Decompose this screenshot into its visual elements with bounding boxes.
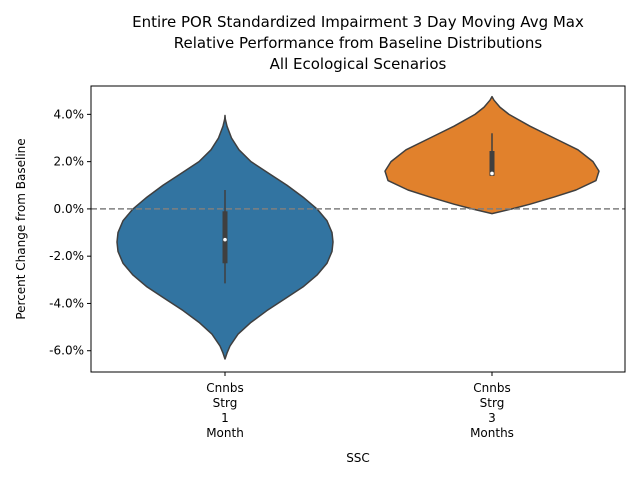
x-axis-label: SSC (346, 451, 370, 465)
plot-area (91, 95, 625, 360)
violin-iqr-box-1 (222, 211, 228, 264)
plot-frame (90, 85, 626, 373)
x-tick-label-line: Cnnbs (473, 381, 510, 395)
chart-title-line-2: Relative Performance from Baseline Distr… (174, 34, 543, 52)
y-tick-label: -6.0% (49, 344, 84, 358)
y-axis: 4.0% 2.0% 0.0% -2.0% -4.0% -6.0% (49, 107, 91, 358)
x-tick-label-line: Strg (213, 396, 238, 410)
violin-iqr-box-2 (489, 151, 495, 176)
violin-median-dot-1 (223, 237, 227, 242)
y-tick-label: -4.0% (49, 296, 84, 310)
x-tick-label-line: Cnnbs (206, 381, 243, 395)
y-tick-label: -2.0% (49, 249, 84, 263)
x-tick-label-line: 3 (488, 411, 496, 425)
x-tick-label-line: Strg (480, 396, 505, 410)
chart-title-line-1: Entire POR Standardized Impairment 3 Day… (132, 13, 584, 31)
y-axis-label: Percent Change from Baseline (14, 138, 28, 319)
x-tick-label-line: 1 (221, 411, 229, 425)
violin-median-dot-2 (490, 171, 494, 176)
y-tick-label: 2.0% (54, 155, 85, 169)
chart-title-line-3: All Ecological Scenarios (270, 55, 447, 73)
y-tick-label: 0.0% (54, 202, 85, 216)
y-tick-label: 4.0% (54, 107, 85, 121)
x-tick-label-line: Months (470, 426, 514, 440)
x-tick-label-line: Month (206, 426, 244, 440)
